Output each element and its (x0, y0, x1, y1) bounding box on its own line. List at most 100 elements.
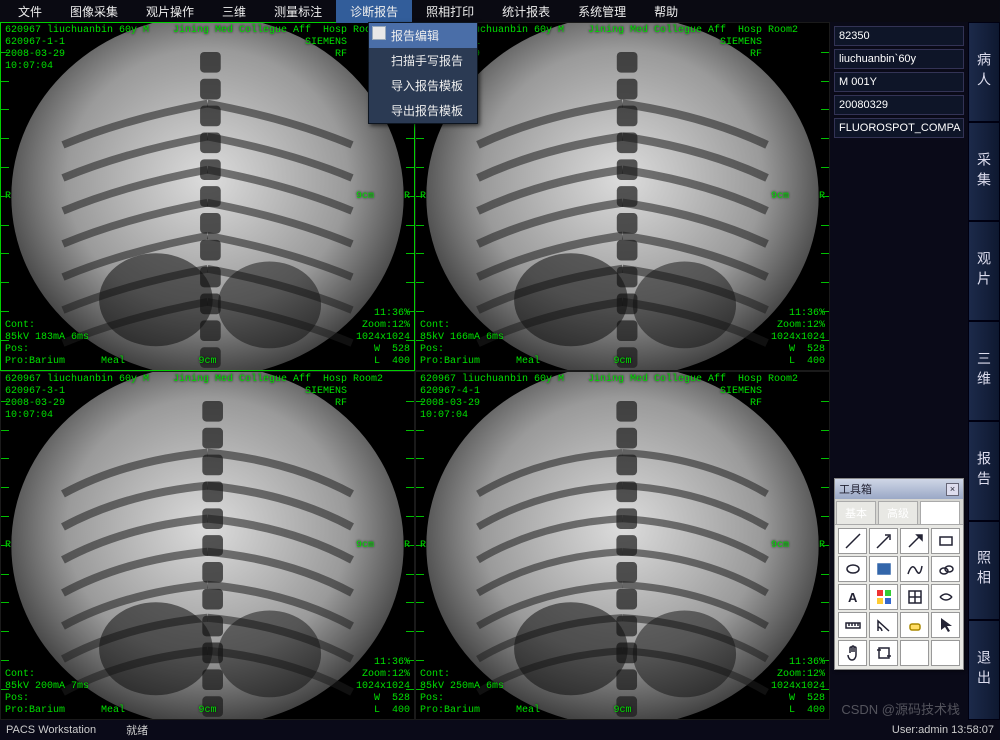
tool-eraser-icon[interactable] (900, 612, 929, 638)
dropdown-item-label: 报告编辑 (391, 29, 439, 43)
dropdown-item-2[interactable]: 导入报告模板 (369, 73, 477, 98)
tool-blank-icon[interactable] (900, 640, 929, 666)
image-viewer-grid: 620967 liuchuanbin 60y M Jining Med Coll… (0, 22, 830, 720)
doc-icon (372, 26, 386, 40)
menu-bar: 文件图像采集观片操作三维测量标注诊断报告照相打印统计报表系统管理帮助 (0, 0, 1000, 22)
toolbox-tab-1[interactable]: 高级 (878, 501, 918, 524)
overlay-bm: 9cm (198, 356, 216, 368)
toolbox-grid: A (835, 525, 963, 669)
image-panel-0[interactable]: 620967 liuchuanbin 60y M Jining Med Coll… (0, 22, 415, 371)
overlay-cl: R (420, 540, 426, 552)
tool-angle-icon[interactable] (869, 612, 898, 638)
overlay-bm: 9cm (613, 356, 631, 368)
status-ready: 就绪 (126, 722, 148, 738)
menu-item-6[interactable]: 照相打印 (412, 0, 488, 23)
status-app-name: PACS Workstation (6, 724, 96, 736)
overlay-br: 11:36% Zoom:12% 1024x1024 W 528 L 400 (356, 308, 410, 368)
vtab-3[interactable]: 三维 (968, 321, 1000, 421)
xray-image (1, 23, 414, 370)
study-date[interactable]: 20080329 (834, 95, 964, 115)
menu-item-8[interactable]: 系统管理 (564, 0, 640, 23)
overlay-bm: 9cm (613, 705, 631, 717)
vtab-2[interactable]: 观片 (968, 221, 1000, 321)
overlay-bl: Cont: 85kV 183mA 6ms Pos: Pro:Barium Mea… (5, 320, 125, 368)
overlay-tl: 620967 liuchuanbin 60y M Jining Med Coll… (420, 374, 798, 422)
dropdown-menu: 报告编辑扫描手写报告导入报告模板导出报告模板 (368, 22, 478, 124)
tool-text-icon[interactable]: A (838, 584, 867, 610)
status-bar: PACS Workstation 就绪 User:admin 13:58:07 (0, 720, 1000, 740)
dropdown-item-label: 扫描手写报告 (391, 54, 463, 68)
tool-region-icon[interactable] (869, 556, 898, 582)
xray-image (416, 372, 829, 719)
overlay-cl: R (5, 191, 11, 203)
vtab-0[interactable]: 病人 (968, 22, 1000, 122)
tool-crop-icon[interactable] (869, 640, 898, 666)
svg-text:A: A (848, 590, 858, 605)
ticks-l (1, 23, 3, 370)
modality[interactable]: FLUOROSPOT_COMPA (834, 118, 964, 138)
overlay-bl: Cont: 85kV 200mA 7ms Pos: Pro:Barium Mea… (5, 669, 125, 717)
tool-ruler-icon[interactable] (838, 612, 867, 638)
vtab-6[interactable]: 退出 (968, 620, 1000, 720)
overlay-cl: R (420, 191, 426, 203)
tool-ellipse-icon[interactable] (838, 556, 867, 582)
menu-item-1[interactable]: 图像采集 (56, 0, 132, 23)
tool-hand-icon[interactable] (838, 640, 867, 666)
overlay-bl: Cont: 85kV 166mA 6ms Pos: Pro:Barium Mea… (420, 320, 540, 368)
overlay-tl: 620967 liuchuanbin 60y M Jining Med Coll… (5, 374, 383, 422)
overlay-cr: 9cm R (356, 191, 410, 203)
toolbox-panel[interactable]: 工具箱 × 基本高级测量 A (834, 478, 964, 670)
ticks-r (827, 372, 829, 719)
overlay-cr: 9cm R (771, 191, 825, 203)
overlay-bl: Cont: 85kV 250mA 6ms Pos: Pro:Barium Mea… (420, 669, 540, 717)
tool-curve-icon[interactable] (900, 556, 929, 582)
vtab-1[interactable]: 采集 (968, 122, 1000, 222)
vtab-5[interactable]: 照相 (968, 521, 1000, 621)
overlay-tl: 620967 liuchuanbin 60y M Jining Med Coll… (5, 25, 383, 73)
status-user-time: User:admin 13:58:07 (892, 724, 994, 736)
dropdown-item-3[interactable]: 导出报告模板 (369, 98, 477, 123)
menu-item-7[interactable]: 统计报表 (488, 0, 564, 23)
image-panel-3[interactable]: 620967 liuchuanbin 60y M Jining Med Coll… (415, 371, 830, 720)
image-panel-2[interactable]: 620967 liuchuanbin 60y M Jining Med Coll… (0, 371, 415, 720)
menu-item-2[interactable]: 观片操作 (132, 0, 208, 23)
dropdown-item-0[interactable]: 报告编辑 (369, 23, 477, 48)
overlay-br: 11:36% Zoom:12% 1024x1024 W 528 L 400 (356, 657, 410, 717)
dropdown-item-label: 导入报告模板 (391, 79, 463, 93)
xray-image (1, 372, 414, 719)
dropdown-item-1[interactable]: 扫描手写报告 (369, 48, 477, 73)
tool-color-icon[interactable] (869, 584, 898, 610)
toolbox-tab-0[interactable]: 基本 (836, 501, 876, 524)
ticks-r (827, 23, 829, 370)
vertical-tabs: 病人采集观片三维报告照相退出 (968, 22, 1000, 720)
toolbox-titlebar[interactable]: 工具箱 × (835, 479, 963, 499)
tool-rect-icon[interactable] (931, 528, 960, 554)
menu-item-5[interactable]: 诊断报告 (336, 0, 412, 23)
overlay-cr: 9cm R (771, 540, 825, 552)
vtab-4[interactable]: 报告 (968, 421, 1000, 521)
menu-item-9[interactable]: 帮助 (640, 0, 692, 23)
tool-pointer-icon[interactable] (931, 612, 960, 638)
menu-item-3[interactable]: 三维 (208, 0, 260, 23)
overlay-cl: R (5, 540, 11, 552)
ticks-l (416, 372, 418, 719)
patient-sex-age[interactable]: M 001Y (834, 72, 964, 92)
overlay-br: 11:36% Zoom:12% 1024x1024 W 528 L 400 (771, 657, 825, 717)
patient-id[interactable]: 82350 (834, 26, 964, 46)
tool-flip-icon[interactable] (931, 584, 960, 610)
overlay-bm: 9cm (198, 705, 216, 717)
ticks-l (1, 372, 3, 719)
tool-cloud-icon[interactable] (931, 556, 960, 582)
tool-arrow-icon[interactable] (900, 528, 929, 554)
tool-arrow-line-icon[interactable] (869, 528, 898, 554)
close-icon[interactable]: × (946, 483, 959, 496)
tool-grid-icon[interactable] (900, 584, 929, 610)
patient-name[interactable]: liuchuanbin`60y (834, 49, 964, 69)
dropdown-item-label: 导出报告模板 (391, 104, 463, 118)
ticks-r (412, 372, 414, 719)
toolbox-tabs: 基本高级测量 (835, 499, 963, 525)
menu-item-0[interactable]: 文件 (4, 0, 56, 23)
toolbox-tab-2[interactable]: 测量 (920, 501, 960, 524)
tool-line-icon[interactable] (838, 528, 867, 554)
menu-item-4[interactable]: 测量标注 (260, 0, 336, 23)
